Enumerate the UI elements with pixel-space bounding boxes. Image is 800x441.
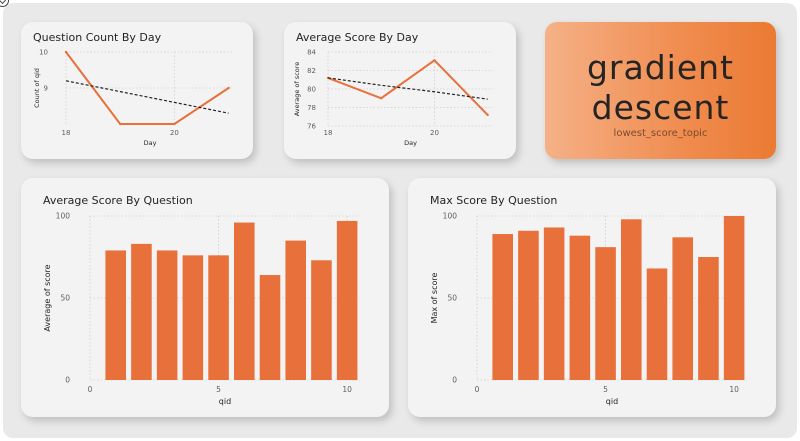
trend-line bbox=[327, 77, 488, 100]
data-point bbox=[486, 113, 489, 117]
bar bbox=[646, 268, 668, 380]
bar bbox=[336, 220, 358, 380]
bar bbox=[698, 257, 719, 380]
x-axis-title: Day bbox=[404, 139, 417, 147]
y-axis-title: Average of score bbox=[293, 62, 301, 117]
kpi-label: lowest_score_topic bbox=[613, 128, 708, 139]
max-score-by-question-card[interactable]: Max Score By Question 0 50 100 0 5 10 qid Max o… bbox=[408, 178, 776, 417]
bar bbox=[543, 227, 565, 380]
bar bbox=[105, 250, 126, 380]
x-tick-label: 10 bbox=[729, 385, 739, 394]
data-point bbox=[64, 50, 68, 54]
bar bbox=[234, 222, 255, 380]
y-axis-title: Max of score bbox=[430, 273, 439, 324]
bar bbox=[569, 235, 591, 380]
x-tick-label: 0 bbox=[475, 385, 480, 394]
y-tick-label: 82 bbox=[307, 67, 316, 75]
bar bbox=[621, 219, 642, 380]
x-axis-title: qid bbox=[219, 397, 231, 406]
bar bbox=[492, 234, 513, 380]
average-score-by-day-card[interactable]: Average Score By Day 76 78 80 82 84 18 20 Day Av… bbox=[284, 22, 516, 159]
x-tick-label: 20 bbox=[430, 129, 439, 137]
average-score-by-question-card[interactable]: Average Score By Question 0 50 100 0 5 10 qid A… bbox=[21, 178, 389, 417]
series-line bbox=[327, 59, 489, 116]
y-axis-title: Count of qid bbox=[33, 68, 41, 108]
average-score-by-question-chart: 0 50 100 0 5 10 qid Average of score bbox=[43, 212, 360, 406]
x-tick-label: 18 bbox=[62, 129, 71, 137]
y-tick-label: 50 bbox=[447, 294, 457, 303]
card-title: Average Score By Question bbox=[43, 194, 193, 207]
x-axis-title: Day bbox=[144, 139, 157, 147]
data-point bbox=[118, 122, 122, 126]
bar bbox=[595, 247, 616, 380]
x-tick-label: 18 bbox=[324, 129, 333, 137]
y-tick-label: 9 bbox=[44, 85, 48, 93]
data-point bbox=[173, 122, 176, 126]
bar bbox=[156, 250, 178, 380]
series-line bbox=[65, 51, 230, 125]
y-tick-label: 100 bbox=[443, 212, 458, 221]
y-tick-label: 78 bbox=[307, 104, 316, 112]
bar bbox=[723, 216, 745, 380]
data-point bbox=[227, 86, 230, 90]
kpi-value-line-2: descent bbox=[591, 88, 730, 127]
bar bbox=[131, 243, 152, 380]
kpi-value: gradient descent bbox=[545, 48, 776, 128]
data-point bbox=[433, 59, 436, 62]
x-tick-label: 10 bbox=[342, 385, 352, 394]
data-point bbox=[380, 97, 383, 100]
y-axis-title: Average of score bbox=[43, 264, 52, 331]
y-tick-label: 10 bbox=[39, 49, 48, 57]
bar bbox=[182, 255, 204, 380]
bar bbox=[518, 230, 539, 380]
bar bbox=[311, 260, 332, 380]
x-tick-label: 0 bbox=[88, 385, 93, 394]
bar bbox=[259, 275, 281, 380]
x-tick-label: 20 bbox=[170, 129, 179, 137]
y-tick-label: 80 bbox=[307, 86, 316, 94]
x-tick-label: 5 bbox=[216, 385, 221, 394]
card-title: Question Count By Day bbox=[33, 31, 162, 44]
x-tick-label: 5 bbox=[603, 385, 608, 394]
card-title: Average Score By Day bbox=[296, 31, 419, 44]
y-tick-label: 0 bbox=[65, 376, 70, 385]
bar bbox=[208, 255, 229, 380]
y-tick-label: 0 bbox=[452, 376, 457, 385]
card-title: Max Score By Question bbox=[430, 194, 558, 207]
x-axis-title: qid bbox=[606, 397, 618, 406]
trend-line bbox=[65, 80, 229, 114]
question-count-by-day-card[interactable]: Question Count By Day 9 10 18 20 Day Count of… bbox=[21, 22, 253, 159]
max-score-by-question-chart: 0 50 100 0 5 10 qid Max of score bbox=[430, 212, 747, 406]
y-tick-label: 50 bbox=[60, 294, 70, 303]
kpi-value-line-1: gradient bbox=[586, 48, 734, 87]
average-score-by-day-chart: 76 78 80 82 84 18 20 Day Average of score bbox=[293, 49, 493, 147]
y-tick-label: 76 bbox=[307, 123, 316, 131]
y-tick-label: 84 bbox=[307, 49, 316, 57]
bar bbox=[672, 237, 693, 380]
question-count-by-day-chart: 9 10 18 20 Day Count of qid bbox=[33, 49, 234, 147]
y-tick-label: 100 bbox=[56, 212, 71, 221]
bar bbox=[285, 240, 306, 380]
lowest-score-topic-card[interactable]: gradient descent lowest_score_topic bbox=[545, 22, 776, 159]
